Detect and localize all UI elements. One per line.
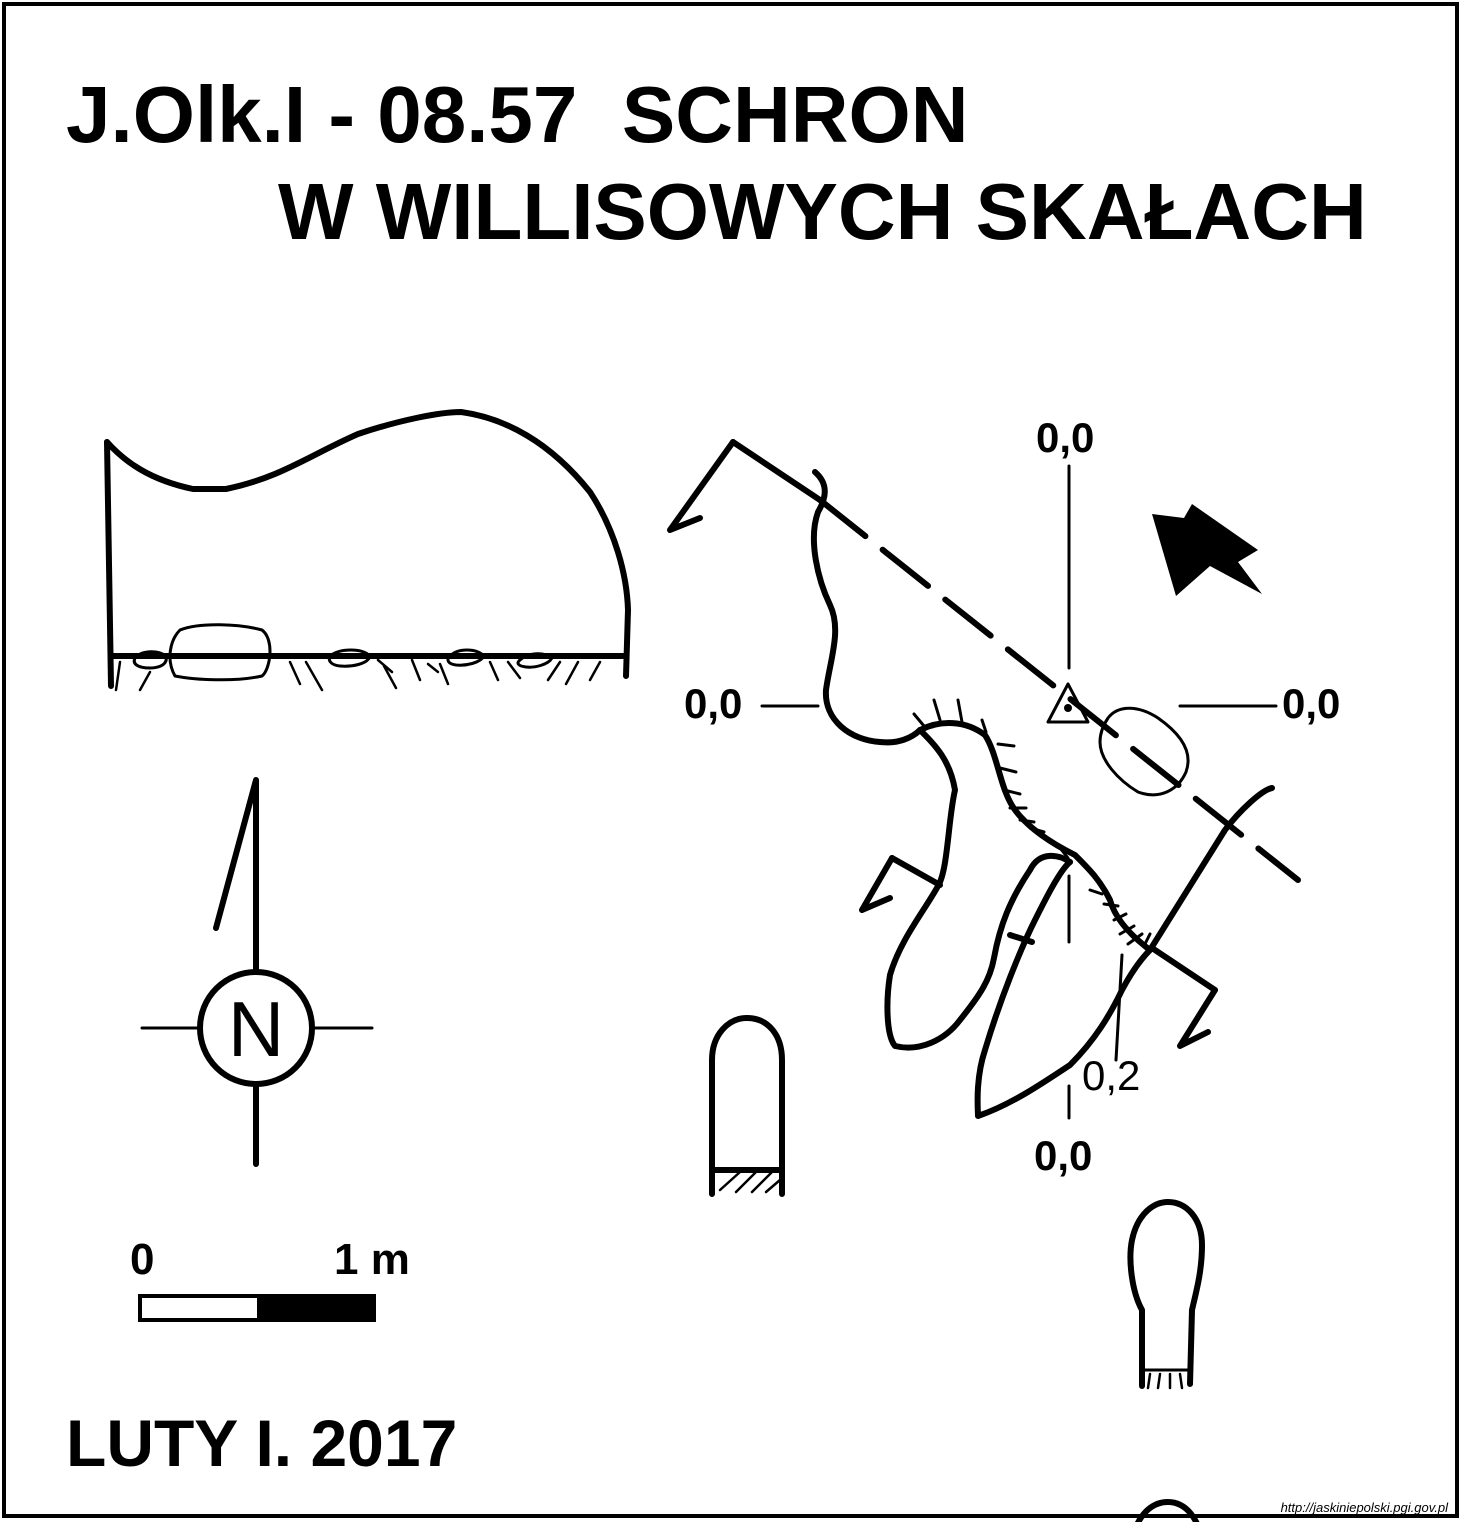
entrance-arrow-icon: [1152, 504, 1262, 596]
cross-section-1: [709, 1015, 785, 1197]
survey-station-icon: [1046, 682, 1090, 724]
source-url[interactable]: http://jaskiniepolski.pgi.gov.pl: [1281, 1500, 1450, 1515]
compass-rose-icon: N: [140, 777, 374, 1167]
map-title-line1: J.Olk.I - 08.57 SCHRON: [66, 70, 969, 159]
north-arrow-icon: [213, 777, 259, 931]
scale-end-label: 1 m: [334, 1235, 410, 1284]
dripline-ticks: [912, 698, 1152, 948]
elevation-label-right: 0,0: [1282, 680, 1340, 727]
survey-author-date: LUTY I. 2017: [66, 1406, 457, 1480]
elevation-label-bottom: 0,0: [1034, 1132, 1092, 1179]
elevation-label-inner: 0,2: [1082, 1052, 1140, 1099]
map-title-line2: W WILLISOWYCH SKAŁACH: [278, 167, 1367, 256]
cross-section-2: [1127, 1199, 1205, 1522]
scale-start-label: 0: [130, 1235, 154, 1284]
cave-profile-section: [104, 409, 631, 692]
cave-plan: [667, 439, 1301, 1120]
north-label: N: [228, 985, 284, 1073]
scale-bar: 0 1 m: [130, 1235, 410, 1322]
floor-hatching: [114, 658, 602, 692]
elevation-label-left: 0,0: [684, 680, 742, 727]
elevation-label-top: 0,0: [1036, 414, 1094, 461]
